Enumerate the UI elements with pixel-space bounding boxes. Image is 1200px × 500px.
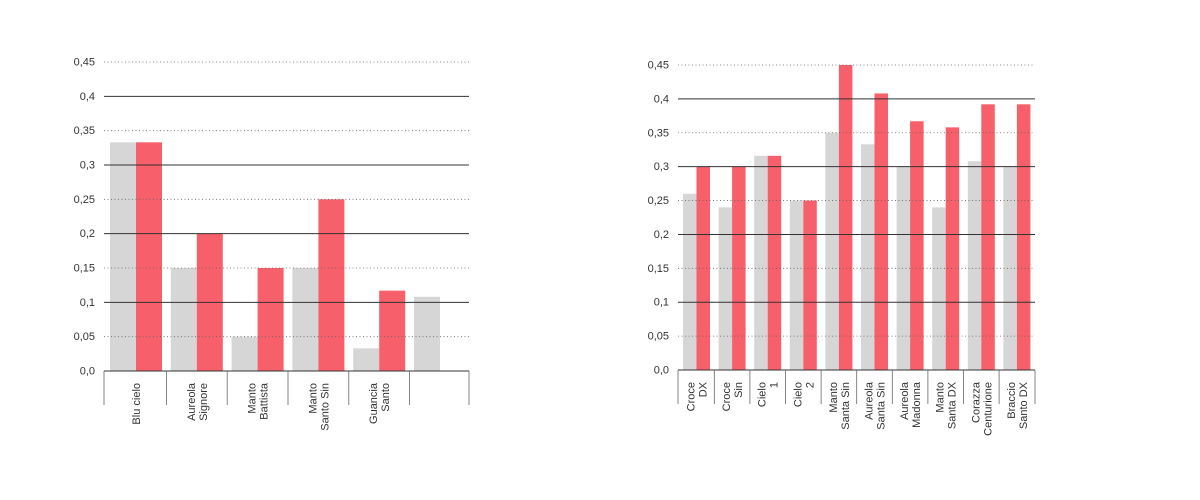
bar-series-2-cat-4 [318, 199, 345, 371]
y-tick-label: 0,0 [80, 366, 95, 378]
bars [110, 142, 440, 371]
gridlines [104, 61, 469, 372]
x-axis-labels: Blu cielo Aureola Signore Manto Battista Mant… [131, 382, 392, 431]
bar-series-2-cat-8 [945, 127, 960, 370]
y-tick-label: 0,15 [74, 263, 95, 275]
y-tick-label: 0,25 [74, 194, 95, 206]
x-category-label: Manto [935, 382, 947, 413]
bar-series-1-cat-2 [718, 207, 733, 370]
bar-series-2-cat-7 [910, 121, 924, 370]
bar-series-1-cat-7 [896, 166, 911, 370]
y-tick-label: 0,05 [74, 331, 95, 343]
x-category-label: Sin [733, 382, 745, 398]
bar-series-1-cat-2 [170, 268, 197, 371]
y-tick-label: 0,45 [648, 60, 669, 72]
x-category-label: Croce [721, 382, 733, 411]
bars [683, 65, 1031, 370]
bar-series-2-cat-5 [838, 65, 853, 370]
y-tick-label: 0,2 [654, 229, 669, 241]
bar-series-1-cat-1 [110, 142, 136, 371]
bar-series-2-cat-4 [803, 200, 817, 370]
x-category-label: Santa Sin [840, 382, 852, 430]
category-separators [677, 370, 1036, 404]
y-tick-label: 0,2 [80, 228, 95, 240]
bar-series-2-cat-2 [732, 166, 746, 370]
y-tick-label: 0,1 [80, 297, 95, 309]
x-category-label: 1 [769, 382, 781, 388]
y-tick-label: 0,4 [654, 93, 669, 105]
y-axis-ticks: 0,0 0,05 0,1 0,15 0,2 0,25 0,3 0,35 0,4 0,45 [74, 57, 95, 378]
y-axis-ticks: 0,0 0,05 0,1 0,15 0,2 0,25 0,3 0,35 0,4 0,45 [648, 60, 669, 377]
x-category-label: Cielo [757, 382, 769, 407]
bar-series-2-cat-3 [257, 268, 284, 371]
x-category-label: DX [698, 381, 710, 397]
bar-series-1-cat-10 [1003, 166, 1017, 370]
y-tick-label: 0,15 [648, 263, 669, 275]
y-tick-label: 0,35 [648, 127, 669, 139]
bar-series-1-cat-3 [754, 155, 768, 370]
bar-series-2-cat-9 [981, 104, 995, 370]
x-axis-labels: Croce DX Croce Sin Cielo 1 Cielo 2 Manto Santa Si… [686, 381, 1030, 436]
bar-series-1-cat-8 [932, 207, 946, 370]
y-tick-label: 0,3 [654, 161, 669, 173]
chart-left: 0,0 0,05 0,1 0,15 0,2 0,25 0,3 0,35 0,4 0,45 Blu c… [74, 57, 470, 431]
x-category-label: Manto [307, 383, 319, 414]
x-category-label: Santa DX [947, 381, 959, 429]
bar-series-2-cat-6 [874, 93, 888, 370]
bar-series-2-cat-10 [1016, 104, 1031, 370]
x-category-label: Croce [686, 382, 698, 411]
bar-series-2-cat-1 [136, 142, 162, 371]
x-category-label: Santo Sin [319, 383, 331, 431]
x-category-label: Battista [259, 382, 271, 420]
chart-right: 0,0 0,05 0,1 0,15 0,2 0,25 0,3 0,35 0,4 0,45 Croce… [648, 60, 1036, 436]
bar-series-1-cat-5 [825, 132, 839, 370]
x-category-label: Manto [828, 382, 840, 413]
bar-series-1-cat-3 [231, 336, 258, 371]
y-tick-label: 0,0 [654, 365, 669, 377]
x-category-label: Signore [198, 383, 210, 421]
gridlines [678, 64, 1035, 371]
x-category-label: Santa Sin [876, 382, 888, 430]
x-category-label: Aureola [899, 381, 911, 420]
y-tick-label: 0,1 [654, 297, 669, 309]
bar-series-1-cat-6 [414, 296, 440, 371]
bar-series-1-cat-4 [292, 268, 319, 371]
x-category-label: Aureola [186, 382, 198, 421]
bar-series-1-cat-9 [967, 161, 982, 370]
bar-series-2-cat-3 [767, 155, 782, 370]
y-tick-label: 0,05 [648, 331, 669, 343]
x-category-label: Madonna [911, 381, 923, 428]
bar-series-1-cat-1 [683, 193, 697, 370]
y-tick-label: 0,35 [74, 125, 95, 137]
y-tick-label: 0,3 [80, 160, 95, 172]
bar-series-1-cat-5 [353, 348, 380, 371]
x-category-label: Cielo [792, 382, 804, 407]
x-category-label: Santo DX [1018, 381, 1030, 429]
x-category-label: Guancia [368, 382, 380, 424]
y-tick-label: 0,4 [80, 91, 95, 103]
y-tick-label: 0,45 [74, 57, 95, 69]
x-category-label: 2 [804, 382, 816, 388]
x-category-label: Corazza [970, 381, 982, 423]
bar-series-2-cat-5 [379, 290, 406, 371]
x-category-label: Blu cielo [131, 383, 143, 425]
y-tick-label: 0,25 [648, 195, 669, 207]
x-category-label: Santo [380, 383, 392, 412]
category-separators [103, 371, 470, 405]
x-category-label: Manto [247, 383, 259, 414]
bar-series-1-cat-4 [789, 200, 804, 370]
x-category-label: Centurione [982, 382, 994, 436]
x-category-label: Aureola [864, 381, 876, 420]
x-category-label: Braccio [1006, 382, 1018, 419]
